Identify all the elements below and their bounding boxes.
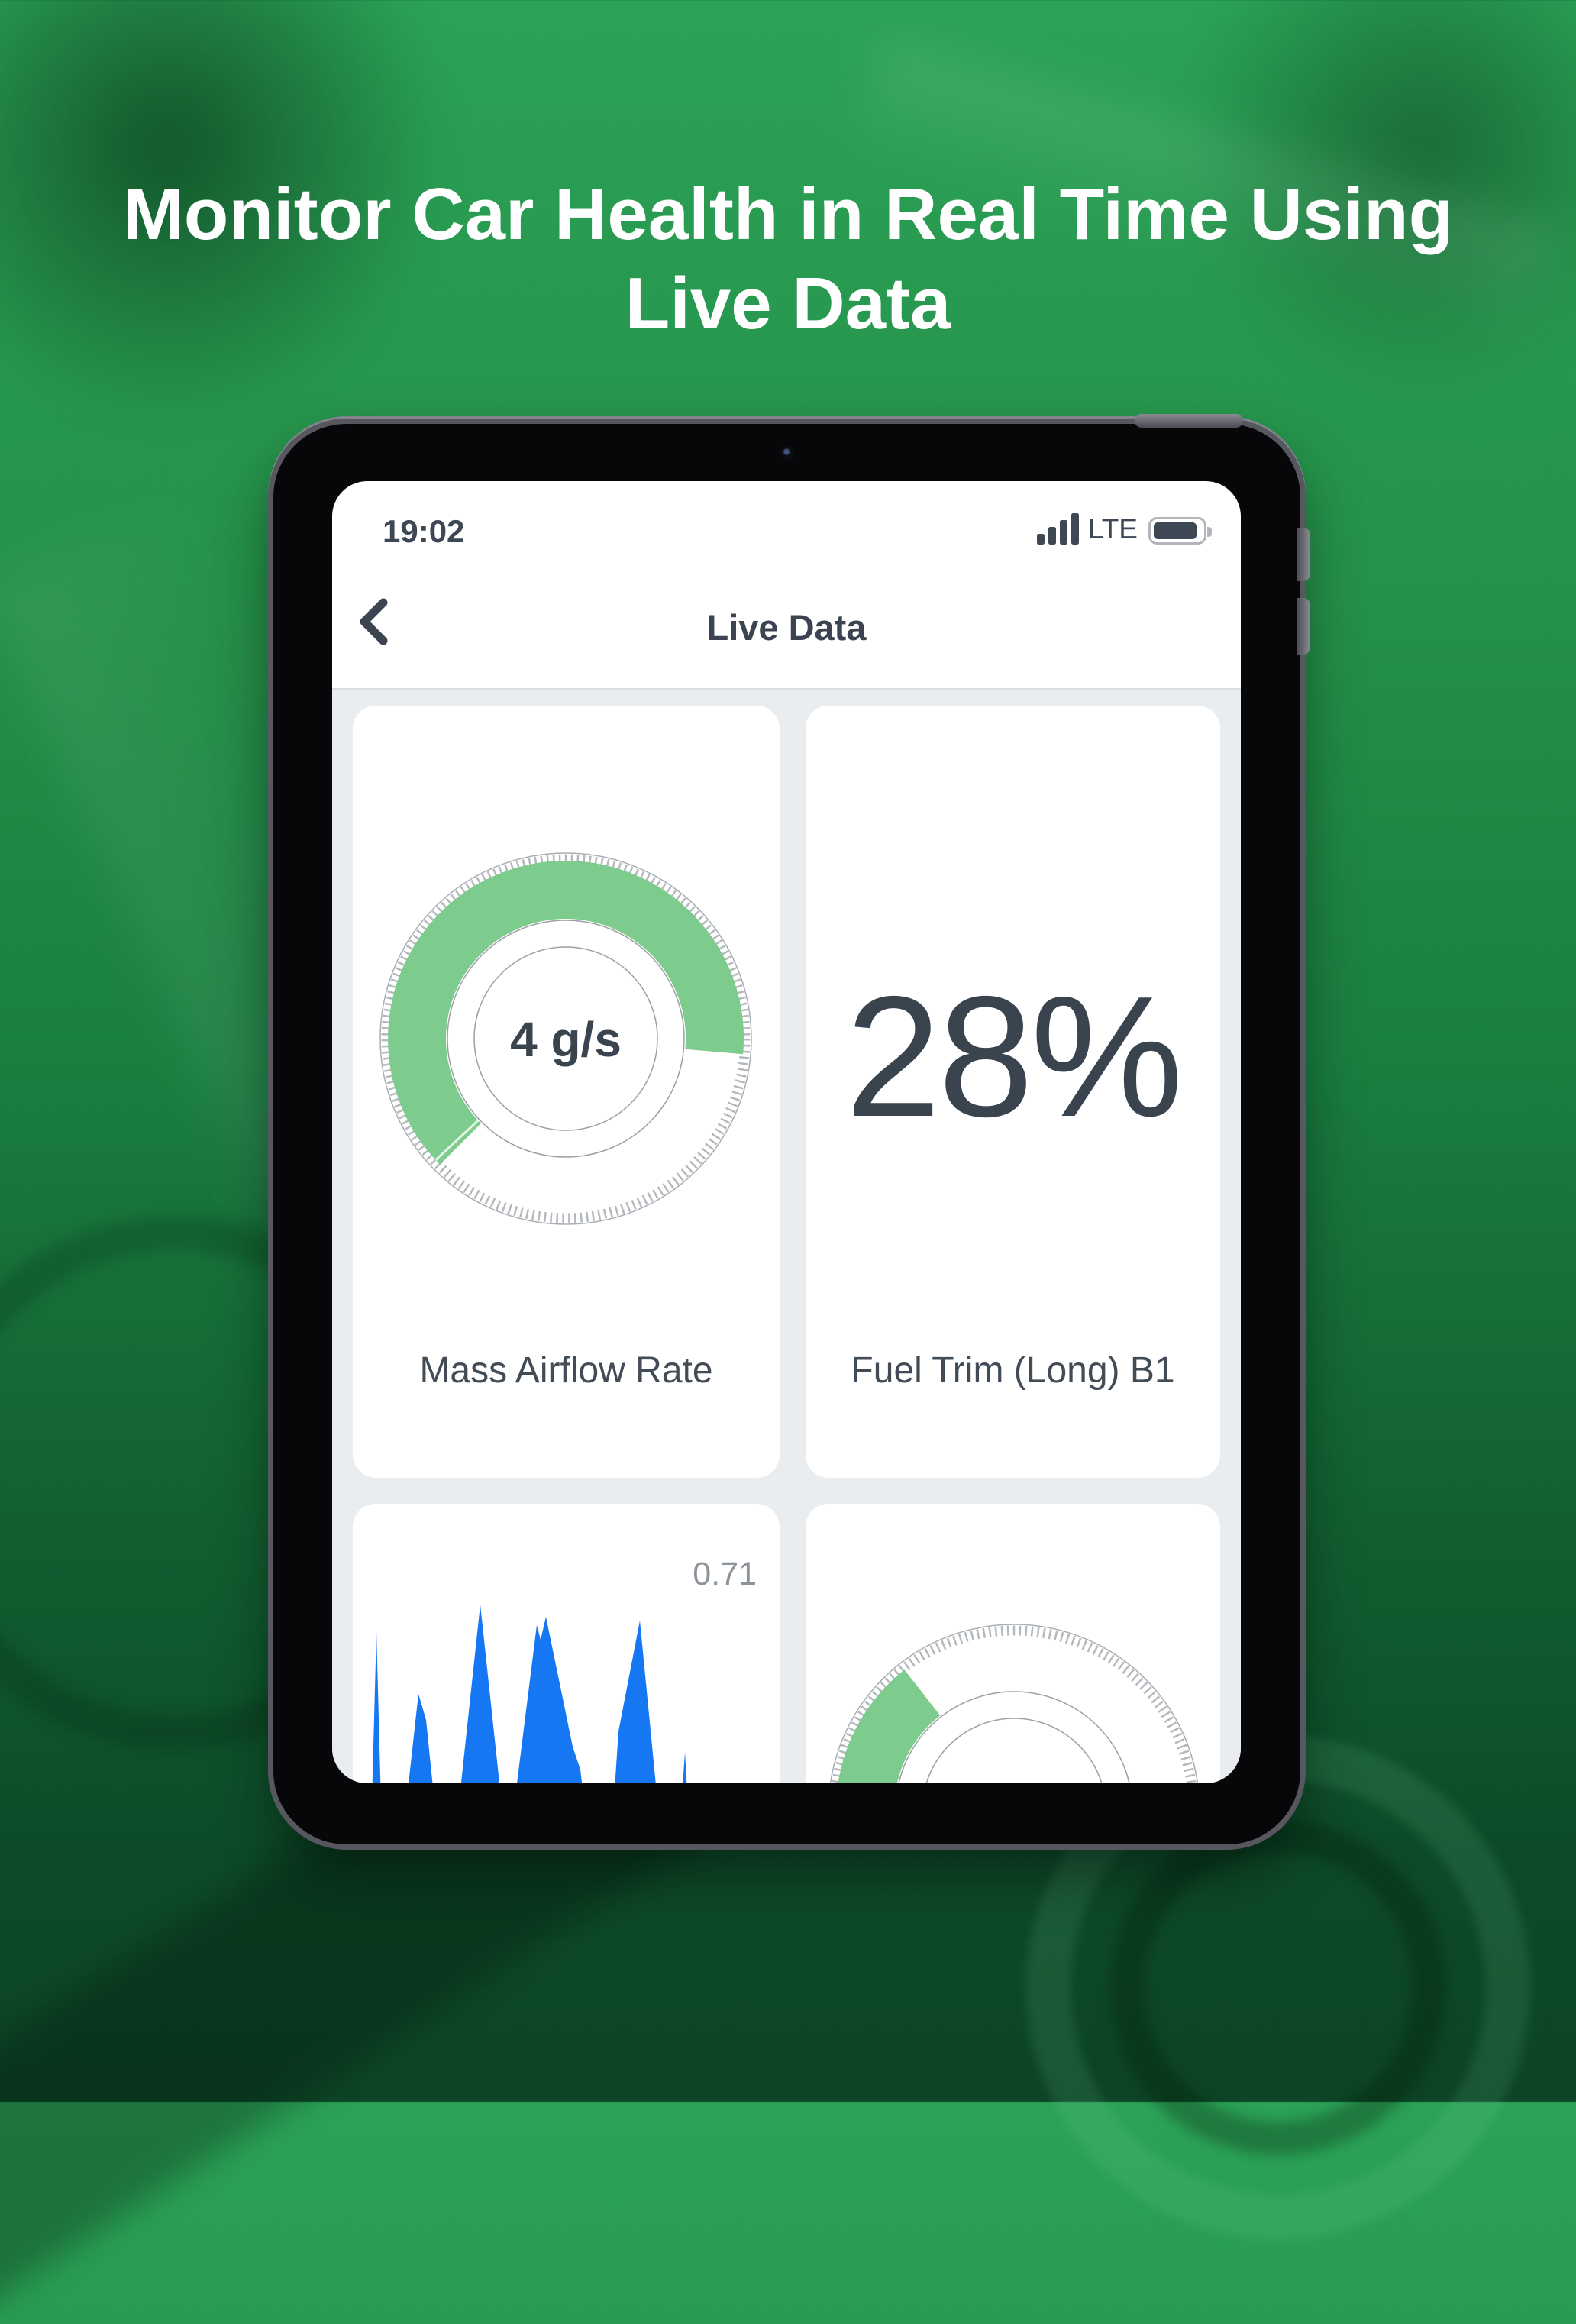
mass-airflow-gauge: 4 g/s xyxy=(379,852,752,1225)
card-label: Fuel Trim (Long) B1 xyxy=(851,1350,1175,1391)
front-camera xyxy=(780,446,794,460)
card-partial-gauge[interactable] xyxy=(806,1504,1220,1783)
partial-gauge xyxy=(829,1624,1199,1783)
battery-icon xyxy=(1148,517,1212,545)
card-mass-airflow-rate[interactable]: 4 g/s Mass Airflow Rate xyxy=(353,706,780,1478)
bg-engine-pulley-ring-inner xyxy=(1110,1819,1446,2155)
app-screen: 19:02 LTE Live Data xyxy=(332,481,1241,1783)
hero-headline-line1: Monitor Car Health in Real Time Using xyxy=(122,173,1454,255)
volume-down-button xyxy=(1297,598,1310,655)
hero-headline-line2: Live Data xyxy=(625,263,951,344)
live-data-grid: 4 g/s Mass Airflow Rate 28% Fuel Trim (L… xyxy=(332,690,1241,1783)
tablet-mockup: 19:02 LTE Live Data xyxy=(273,414,1310,1844)
back-button[interactable] xyxy=(357,597,391,646)
nav-divider xyxy=(332,688,1241,690)
page-title: Live Data xyxy=(706,607,867,648)
status-icons: LTE xyxy=(1036,513,1212,545)
signal-icon xyxy=(1036,513,1079,545)
card-area-chart[interactable]: 0.71 xyxy=(353,1504,780,1783)
chart-current-value: 0.71 xyxy=(693,1556,757,1592)
hero-headline: Monitor Car Health in Real Time Using Li… xyxy=(0,170,1576,348)
card-label: Mass Airflow Rate xyxy=(419,1350,713,1391)
volume-up-button xyxy=(1297,528,1310,581)
chevron-left-icon xyxy=(360,598,388,645)
area-chart xyxy=(372,1605,687,1783)
status-time: 19:02 xyxy=(383,513,465,549)
fuel-trim-value: 28% xyxy=(845,960,1183,1152)
power-button xyxy=(1135,414,1243,428)
gauge-value-label: 4 g/s xyxy=(510,1012,622,1067)
card-fuel-trim-long-b1[interactable]: 28% Fuel Trim (Long) B1 xyxy=(806,706,1220,1478)
network-type-label: LTE xyxy=(1087,513,1138,545)
